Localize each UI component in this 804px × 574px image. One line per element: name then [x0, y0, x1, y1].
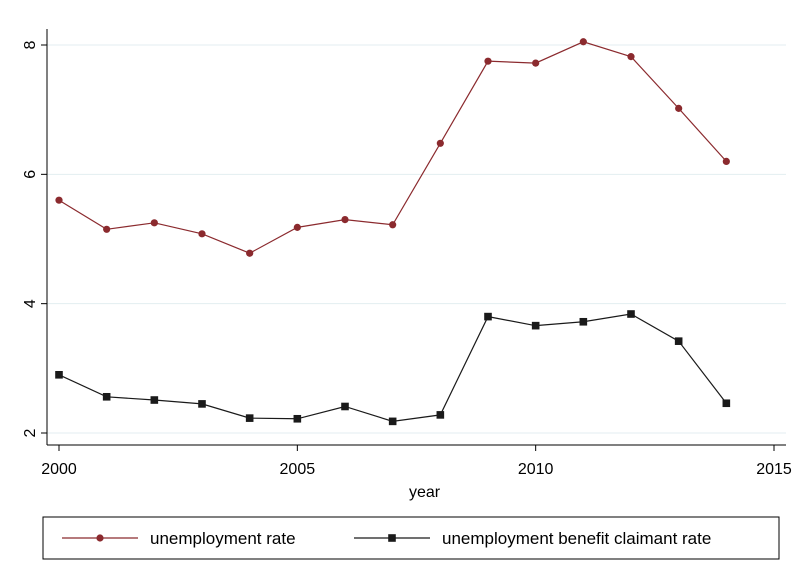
series-1-point-2008 [436, 139, 444, 147]
gridlines [47, 44, 786, 434]
series-layer [55, 38, 731, 426]
series-1-point-2007 [389, 221, 397, 229]
series-2-point-2006 [341, 402, 349, 411]
series-1-point-2010 [532, 59, 540, 67]
y-tick-label-6: 6 [22, 170, 39, 179]
legend-label-2: unemployment benefit claimant rate [442, 529, 711, 548]
series-2-point-2002 [150, 396, 159, 404]
legend-marker-2 [388, 534, 396, 542]
x-tick-label-2005: 2005 [280, 461, 316, 478]
series-1-point-2011 [579, 38, 587, 46]
series-1-point-2006 [341, 216, 349, 224]
legend: unemployment rate unemployment benefit cl… [42, 516, 780, 560]
series-1-point-2000 [55, 196, 63, 204]
y-tick-label-8: 8 [22, 40, 39, 49]
y-tick-label-2: 2 [22, 428, 39, 437]
series-2-point-2001 [102, 392, 111, 401]
x-tick-label-2000: 2000 [41, 461, 77, 478]
series-2-point-2005 [293, 414, 302, 423]
x-axis-title: year [409, 484, 441, 501]
series-1-point-2001 [103, 225, 111, 233]
series-1-point-2003 [198, 230, 206, 238]
axes: 2 4 6 8 2000 2005 2010 2015 [22, 29, 792, 478]
series-2-point-2007 [388, 417, 397, 426]
x-tick-label-2015: 2015 [756, 461, 792, 478]
series-2-point-2014 [722, 399, 731, 408]
series-2-point-2000 [55, 371, 63, 379]
series-1-point-2013 [675, 104, 683, 112]
series-2-point-2013 [674, 337, 683, 345]
series-2-point-2003 [198, 400, 206, 408]
series-1-point-2009 [484, 57, 492, 65]
series-1-point-2014 [722, 157, 730, 165]
legend-label-1: unemployment rate [150, 529, 296, 548]
series-1-point-2004 [246, 249, 254, 257]
series-1-point-2002 [150, 219, 158, 227]
legend-marker-1 [96, 534, 104, 542]
series-2-point-2004 [245, 414, 254, 422]
series-2-point-2010 [531, 321, 540, 330]
series-2-point-2012 [627, 310, 635, 318]
y-tick-label-4: 4 [22, 299, 39, 308]
series-line-2 [58, 313, 727, 422]
series-2-point-2011 [579, 317, 588, 326]
series-1-point-2005 [293, 223, 301, 231]
series-1-point-2012 [627, 53, 635, 61]
series-2-point-2009 [484, 312, 492, 321]
x-tick-label-2010: 2010 [518, 461, 554, 478]
series-2-point-2008 [436, 411, 445, 419]
